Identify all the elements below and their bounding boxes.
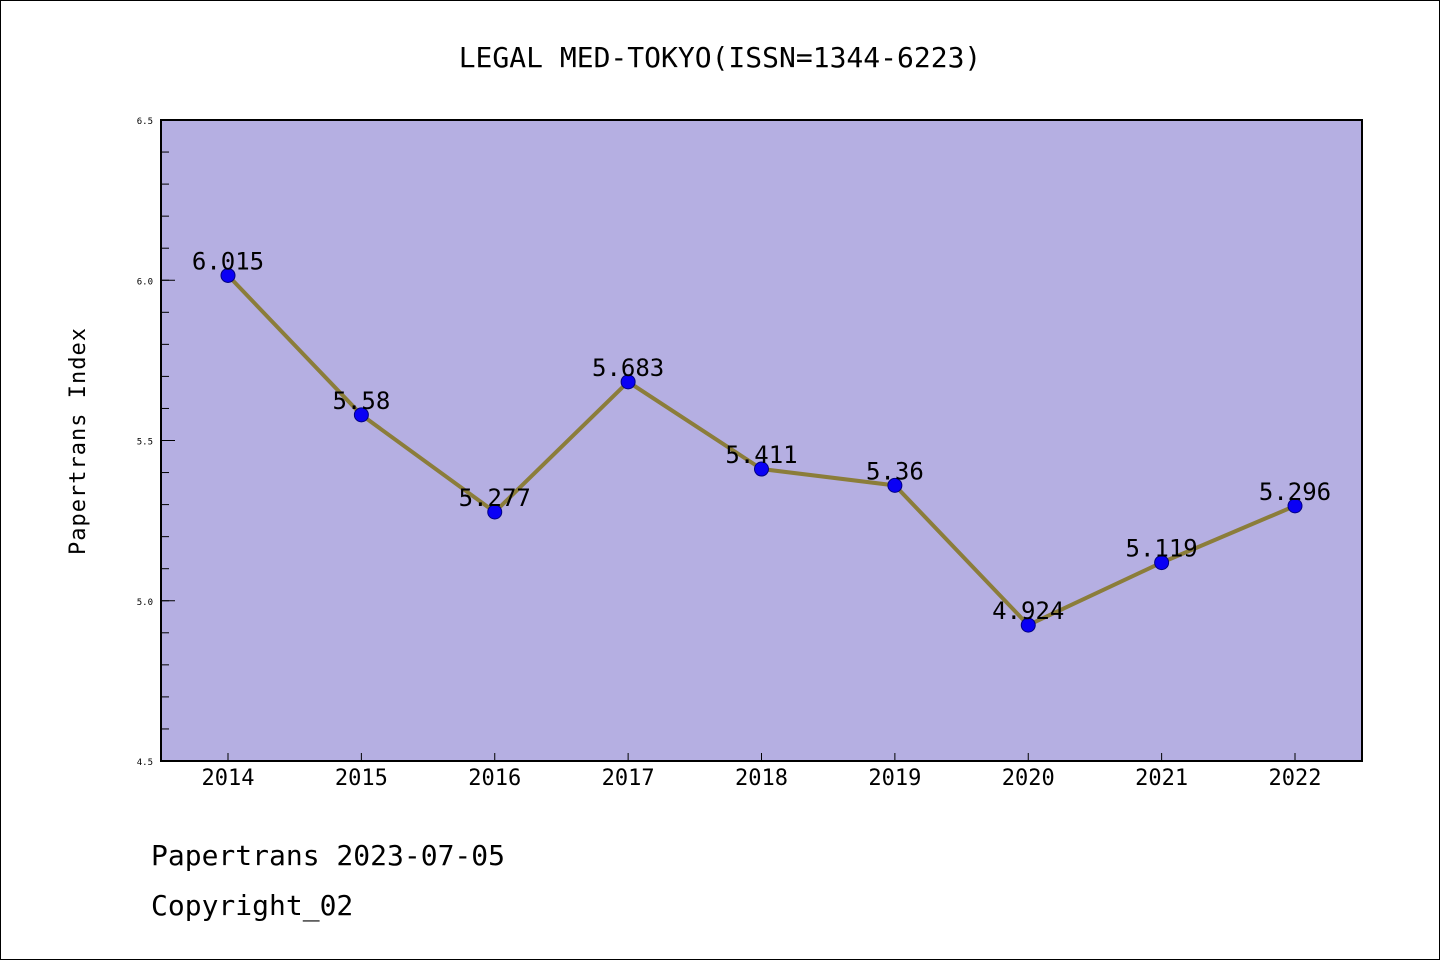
data-label: 5.683 (592, 354, 664, 382)
plot-frame (160, 119, 1363, 762)
data-label: 5.296 (1259, 478, 1331, 506)
data-label: 5.411 (725, 441, 797, 469)
footer-copyright: Copyright_02 (151, 889, 353, 923)
chart-title: LEGAL MED-TOKYO(ISSN=1344-6223) (459, 41, 982, 74)
y-tick-label: 5.5 (137, 438, 153, 448)
data-label: 5.36 (866, 457, 924, 485)
x-axis-ticks: 2014 2015 2016 2017 2018 2019 2020 2021 2022 (202, 753, 1322, 791)
y-tick-label: 5.0 (137, 598, 153, 608)
data-point (1154, 555, 1170, 571)
data-markers (220, 267, 1303, 633)
data-label: 5.119 (1126, 535, 1198, 563)
x-tick-label: 2015 (335, 766, 388, 791)
x-tick-label: 2018 (735, 766, 788, 791)
data-point (220, 267, 236, 283)
x-tick-label: 2017 (602, 766, 655, 791)
x-tick-label: 2019 (868, 766, 921, 791)
y-tick-label: 6.0 (137, 277, 153, 287)
data-label: 5.277 (459, 484, 531, 512)
data-point (754, 461, 769, 477)
x-tick-label: 2020 (1002, 766, 1055, 791)
x-tick-label: 2014 (202, 766, 255, 791)
x-tick-label: 2016 (468, 766, 521, 791)
footer-date: Papertrans 2023-07-05 (151, 839, 505, 872)
data-point (353, 407, 369, 423)
data-label: 5.58 (332, 387, 390, 415)
y-tick-label: 6.5 (137, 117, 153, 127)
plot-area (161, 120, 1362, 761)
data-point (620, 374, 636, 390)
data-point (1287, 498, 1303, 514)
data-point (887, 477, 903, 493)
y-axis-label: Papertrans Index (66, 327, 91, 555)
data-label: 6.015 (192, 247, 264, 275)
data-point (487, 504, 503, 520)
data-point (1020, 617, 1036, 633)
x-tick-label: 2022 (1269, 766, 1322, 791)
x-tick-label: 2021 (1135, 766, 1188, 791)
data-label: 4.924 (992, 597, 1064, 625)
y-tick-label: 4.5 (137, 758, 153, 768)
data-labels: 6.015 5.58 5.277 5.683 5.411 5.36 4.924 5.119 5.… (192, 247, 1331, 625)
